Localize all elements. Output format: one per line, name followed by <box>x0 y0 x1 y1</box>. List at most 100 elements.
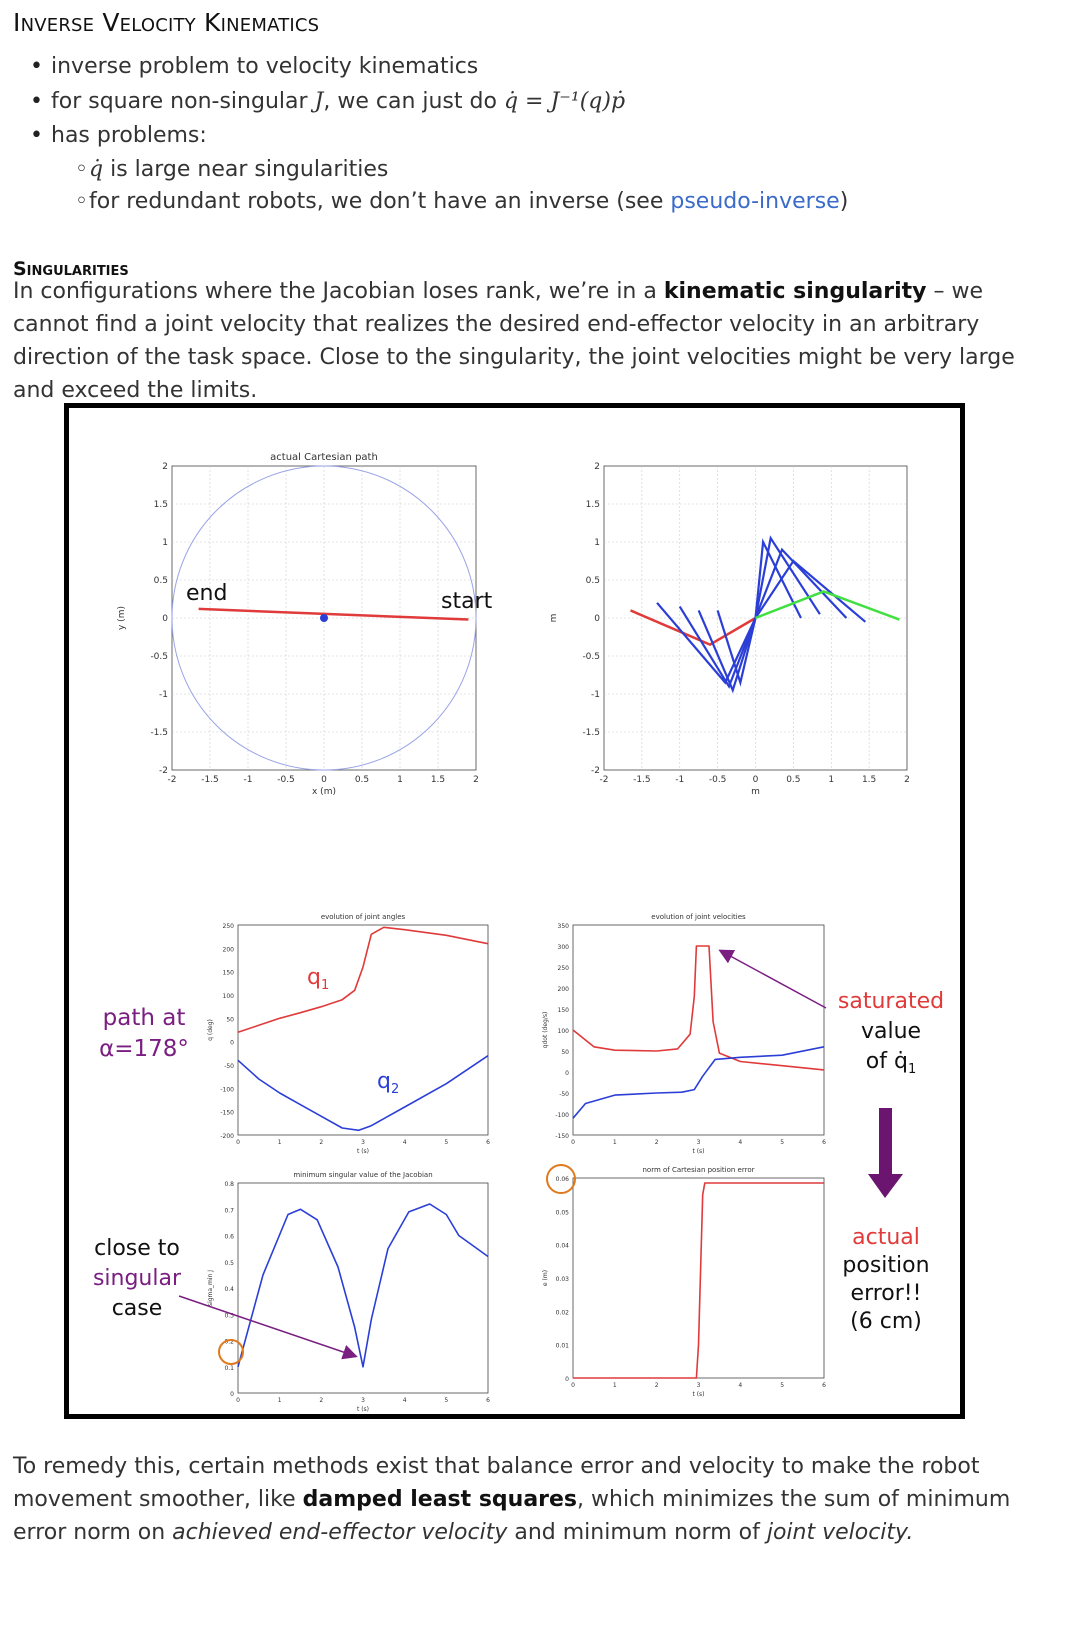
x-tick-label: -1 <box>675 775 684 785</box>
x-tick-label: 3 <box>361 1139 365 1146</box>
x-tick-label: 0.5 <box>786 775 800 785</box>
sub-bullet-list: q̇ is large near singularities for redun… <box>20 154 848 218</box>
sub-bullet-text: for redundant robots, we don’t have an i… <box>89 188 671 214</box>
y-tick-label: 50 <box>226 1016 234 1023</box>
robot-red-config <box>630 609 757 646</box>
y-tick-label: 0 <box>565 1070 569 1077</box>
six-cm-annotation: (6 cm) <box>850 1309 922 1334</box>
paragraph-text: In configurations where the Jacobian los… <box>13 279 664 304</box>
singularities-paragraph: In configurations where the Jacobian los… <box>13 275 1058 407</box>
y-tick-label: 0.8 <box>224 1181 234 1188</box>
y-tick-label: 0.7 <box>224 1207 234 1214</box>
error-annotation: error!! <box>851 1281 922 1306</box>
x-tick-label: 2 <box>904 775 910 785</box>
x-tick-label: 1 <box>613 1139 617 1146</box>
y-tick-label: 0 <box>162 614 168 624</box>
figure-svg: -2 -1.5 -1 -0.5 0 0.5 1 1.5 2 2 1.5 1 0.5 0 -0.5 -1 -1.5… <box>93 452 944 1413</box>
x-tick-label: -0.5 <box>277 775 295 785</box>
q2-line <box>237 1055 489 1132</box>
paragraph-text: , which minimizes the sum of minimum err… <box>13 1487 1011 1545</box>
position-annotation: position <box>842 1253 929 1278</box>
y-tick-label: 100 <box>223 993 235 1000</box>
alpha-annotation: α=178° <box>99 1036 189 1062</box>
x-tick-label: -2 <box>168 775 177 785</box>
y-tick-label: 2 <box>162 462 168 472</box>
x-tick-label: 1 <box>828 775 834 785</box>
y-tick-label: -1.5 <box>150 728 168 738</box>
y-tick-label: -100 <box>555 1112 569 1119</box>
x-tick-label: 3 <box>361 1397 365 1404</box>
x-tick-label: 5 <box>444 1397 448 1404</box>
bullet-text: has problems: <box>51 123 207 148</box>
y-tick-label: -0.5 <box>582 652 600 662</box>
error-max-highlight <box>546 1164 576 1194</box>
y-tick-label: 0.03 <box>556 1276 570 1283</box>
start-label: start <box>441 589 493 614</box>
y-tick-label: 0.3 <box>224 1312 234 1319</box>
y-tick-label: 0 <box>565 1376 569 1383</box>
x-axis-label: t (s) <box>692 1148 704 1155</box>
y-tick-label: -1 <box>591 690 600 700</box>
plot-frame <box>572 924 825 1136</box>
q1dot-line <box>572 945 825 1071</box>
y-tick-label: 200 <box>558 986 570 993</box>
actual-annotation: actual <box>852 1225 920 1250</box>
robot-green-config <box>755 590 900 621</box>
x-tick-label: 1 <box>278 1139 282 1146</box>
x-tick-label: 4 <box>403 1139 407 1146</box>
down-arrow-shaft <box>879 1108 892 1176</box>
robot-blue-config <box>678 606 757 689</box>
pseudo-inverse-link[interactable]: pseudo-inverse <box>670 188 840 214</box>
robot-blue-config <box>754 559 867 623</box>
x-tick-label: 3 <box>697 1139 701 1146</box>
x-tick-label: 0 <box>571 1139 575 1146</box>
y-tick-label: 0.6 <box>224 1234 234 1241</box>
y-tick-label: 1 <box>162 538 168 548</box>
x-tick-label: 6 <box>822 1139 826 1146</box>
y-tick-label: -50 <box>559 1091 569 1098</box>
q1-label: q1 <box>307 965 329 993</box>
y-tick-label: 0 <box>230 1040 234 1047</box>
sub-bullet-text: is large near singularities <box>103 156 389 182</box>
saturated-annotation: saturated <box>838 989 944 1014</box>
y-tick-label: 0.02 <box>556 1309 570 1316</box>
bullet-text: inverse problem to velocity kinematics <box>51 54 479 79</box>
plot-frame <box>237 1182 489 1394</box>
x-tick-label: 5 <box>780 1382 784 1389</box>
math-J: J <box>314 88 324 114</box>
bullet-item: inverse problem to velocity kinematics <box>20 50 848 85</box>
down-arrow-head <box>868 1174 903 1198</box>
y-tick-label: 0.5 <box>586 576 600 586</box>
close-to-annotation: close to <box>94 1236 180 1261</box>
x-tick-label: 4 <box>403 1397 407 1404</box>
path-at-annotation: path at <box>103 1005 186 1031</box>
chart-title: actual Cartesian path <box>270 452 378 463</box>
y-axis-label: m <box>549 614 559 623</box>
remedy-paragraph: To remedy this, certain methods exist th… <box>13 1450 1058 1549</box>
x-tick-label: 2 <box>473 775 479 785</box>
robot-blue-config <box>697 609 757 694</box>
x-axis-label: m <box>751 787 760 797</box>
end-label: end <box>186 581 227 606</box>
y-tick-label: 250 <box>558 965 570 972</box>
math-qdot: q̇ <box>89 156 104 182</box>
x-tick-label: 0 <box>236 1139 240 1146</box>
y-tick-label: 1 <box>594 538 600 548</box>
y-axis-label: sigma_min J <box>207 1270 214 1306</box>
x-tick-label: 6 <box>486 1139 490 1146</box>
y-tick-label: -2 <box>591 766 600 776</box>
singular-annotation: singular <box>93 1266 182 1291</box>
x-tick-label: 0 <box>321 775 327 785</box>
x-tick-label: 2 <box>319 1139 323 1146</box>
y-tick-label: -2 <box>159 766 168 776</box>
x-tick-label: 4 <box>738 1382 742 1389</box>
chart-title: evolution of joint angles <box>321 913 406 921</box>
sub-bullet-item: for redundant robots, we don’t have an i… <box>65 186 848 218</box>
saturated-arrow <box>718 949 827 1009</box>
x-tick-label: 0 <box>236 1397 240 1404</box>
paragraph-text: To remedy this, certain methods exist th… <box>13 1454 980 1512</box>
section-heading: Singularities <box>13 258 129 280</box>
y-tick-label: 0.5 <box>154 576 168 586</box>
y-tick-label: -0.5 <box>150 652 168 662</box>
y-tick-label: 1.5 <box>586 500 600 510</box>
